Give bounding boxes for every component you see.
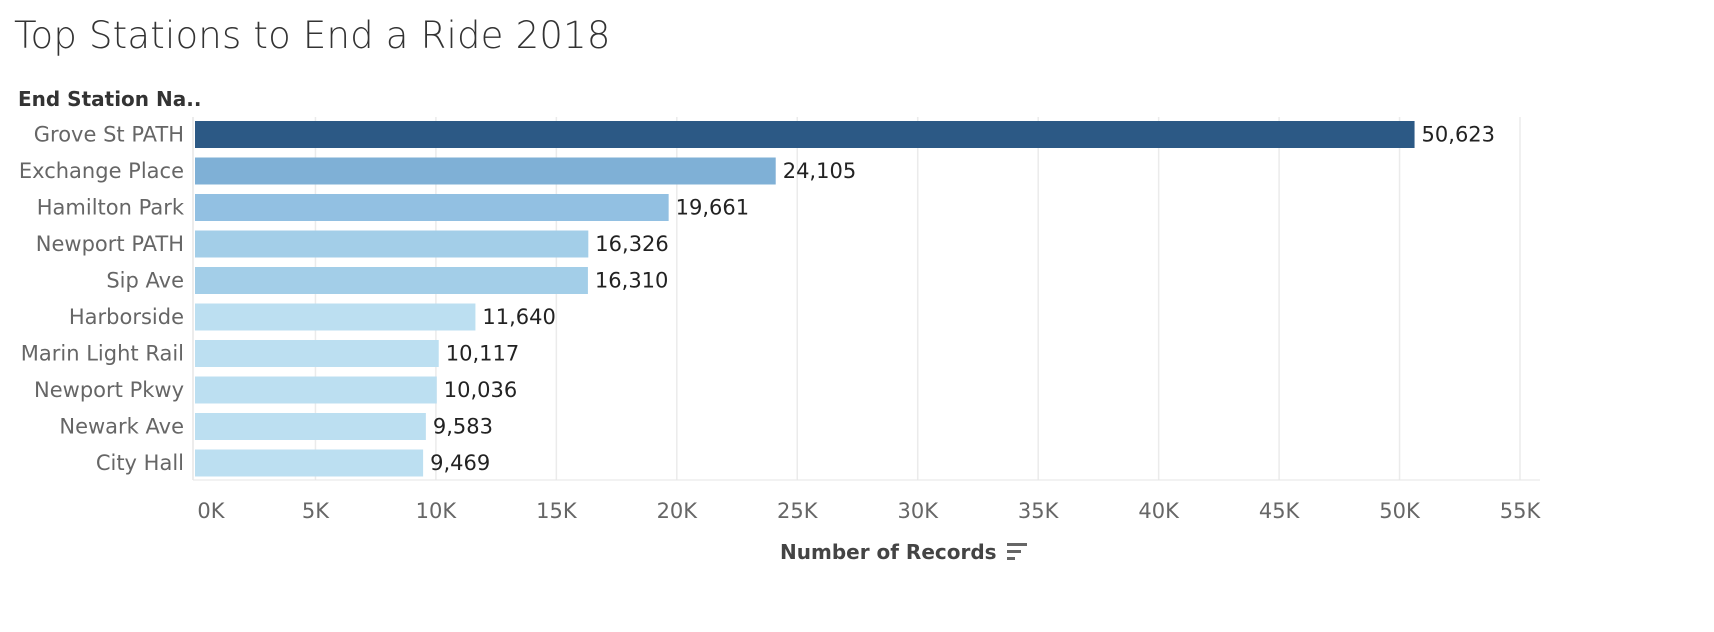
value-label: 9,583 bbox=[433, 415, 493, 439]
x-tick-label: 35K bbox=[1018, 499, 1060, 523]
x-tick-label: 10K bbox=[416, 499, 458, 523]
x-tick-label: 15K bbox=[536, 499, 578, 523]
bar bbox=[195, 267, 588, 294]
category-label: Newark Ave bbox=[59, 415, 184, 439]
x-axis-title-group[interactable]: Number of Records bbox=[780, 540, 1027, 564]
value-label: 9,469 bbox=[430, 451, 490, 475]
bar bbox=[195, 194, 669, 221]
row-header[interactable]: End Station Na.. bbox=[18, 87, 202, 111]
x-tick-label: 30K bbox=[897, 499, 939, 523]
value-label: 10,117 bbox=[446, 342, 519, 366]
x-tick-label: 45K bbox=[1259, 499, 1301, 523]
category-label: Exchange Place bbox=[19, 159, 184, 183]
x-tick-label: 20K bbox=[657, 499, 699, 523]
bar bbox=[195, 230, 589, 258]
value-label: 10,036 bbox=[444, 378, 517, 402]
x-axis-title: Number of Records bbox=[780, 540, 997, 564]
value-label: 16,326 bbox=[595, 232, 668, 256]
x-tick-label: 0K bbox=[197, 499, 225, 523]
value-label: 19,661 bbox=[676, 196, 749, 220]
category-label: Grove St PATH bbox=[34, 123, 184, 147]
bar bbox=[195, 157, 776, 185]
category-label: Harborside bbox=[69, 305, 184, 329]
bar bbox=[195, 413, 426, 440]
bar bbox=[195, 376, 437, 404]
bar bbox=[195, 449, 424, 477]
category-label: City Hall bbox=[96, 451, 184, 475]
value-label: 16,310 bbox=[595, 269, 668, 293]
category-label: Newport Pkwy bbox=[34, 378, 184, 402]
value-label: 50,623 bbox=[1422, 123, 1495, 147]
x-tick-label: 40K bbox=[1138, 499, 1180, 523]
bar bbox=[195, 121, 1415, 148]
x-tick-label: 25K bbox=[777, 499, 819, 523]
x-tick-label: 55K bbox=[1500, 499, 1542, 523]
bar bbox=[195, 340, 439, 367]
category-label: Sip Ave bbox=[106, 269, 184, 293]
x-tick-label: 50K bbox=[1379, 499, 1421, 523]
chart-title: Top Stations to End a Ride 2018 bbox=[14, 14, 611, 57]
value-label: 11,640 bbox=[482, 305, 555, 329]
value-label: 24,105 bbox=[783, 159, 856, 183]
x-tick-label: 5K bbox=[302, 499, 330, 523]
sort-descending-icon[interactable] bbox=[1006, 543, 1027, 561]
bar bbox=[195, 303, 476, 331]
category-label: Marin Light Rail bbox=[21, 342, 184, 366]
category-label: Newport PATH bbox=[36, 232, 184, 256]
category-label: Hamilton Park bbox=[37, 196, 185, 220]
